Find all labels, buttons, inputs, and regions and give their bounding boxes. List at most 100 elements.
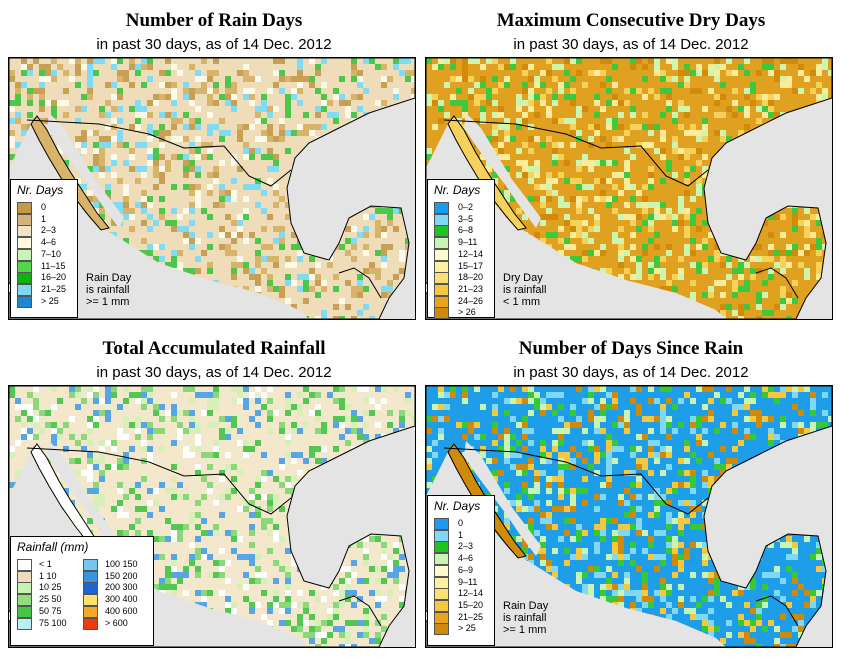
panel-subtitle: in past 30 days, as of 14 Dec. 2012 xyxy=(96,364,332,381)
coastline xyxy=(426,58,832,319)
map-note: Rain Day is rainfall >= 1 mm xyxy=(86,272,131,308)
legend-swatch xyxy=(434,237,449,250)
coastline xyxy=(426,386,832,647)
country-border xyxy=(26,119,292,187)
country-border xyxy=(443,447,709,515)
country-border xyxy=(338,595,382,627)
panel-title: Maximum Consecutive Dry Days xyxy=(496,10,766,31)
panel-title: Number of Rain Days xyxy=(125,10,303,31)
legend-swatch xyxy=(434,564,449,577)
panel-dry-days: Maximum Consecutive Dry Days in past 30 … xyxy=(425,10,837,326)
legend-label: 16–20 xyxy=(41,272,67,283)
legend-swatch xyxy=(83,617,98,630)
ocean-area xyxy=(426,124,726,319)
legend-swatch xyxy=(434,599,449,612)
legend-rain-days: Nr. Days 0 1 2–3 4–6 7–10 11–15 16–20 21–25 > 25 xyxy=(10,179,78,318)
legend-label: 12–14 xyxy=(458,248,484,259)
legend-label: 0–2 xyxy=(458,202,474,212)
note-line: Dry Day xyxy=(503,272,543,284)
legend-label: 50 75 xyxy=(39,605,62,616)
legend-title: Nr. Days xyxy=(434,183,481,197)
note-line: >= 1 mm xyxy=(86,296,130,308)
legend-dry-days: Nr. Days 0–2 3–5 6–8 9–11 12–14 15–17 18–20 21–… xyxy=(427,179,495,320)
legend-swatch xyxy=(17,272,32,285)
legend-label: 21–25 xyxy=(41,283,67,294)
note-line: >= 1 mm xyxy=(503,624,547,636)
legend-label: 1 xyxy=(458,529,464,540)
baja-peninsula xyxy=(30,115,110,231)
ocean-area xyxy=(464,441,541,556)
legend-swatch xyxy=(17,559,32,571)
legend-swatch xyxy=(434,588,449,601)
legend-label: > 26 xyxy=(458,307,476,318)
legend-label: 300 400 xyxy=(105,594,138,605)
legend-swatch xyxy=(17,570,32,583)
country-border xyxy=(443,119,709,187)
legend-swatch xyxy=(434,518,449,530)
legend-swatch xyxy=(17,237,32,250)
legend-swatch xyxy=(434,623,449,636)
legend-label: 10 25 xyxy=(39,582,62,593)
legend-label: 25 50 xyxy=(39,594,62,605)
legend-title: Nr. Days xyxy=(434,499,481,513)
legend-label: 200 300 xyxy=(105,582,138,593)
legend-label: 15–20 xyxy=(458,599,484,610)
legend-swatch xyxy=(434,295,449,308)
legend-label: 1 10 xyxy=(39,570,57,581)
legend-swatch xyxy=(17,582,32,595)
legend-label: 75 100 xyxy=(39,617,67,628)
legend-swatch xyxy=(17,213,32,226)
note-line: < 1 mm xyxy=(503,296,540,308)
legend-swatch xyxy=(434,248,449,261)
coastline xyxy=(9,58,415,319)
legend-swatch xyxy=(83,559,98,571)
legend-label: 6–8 xyxy=(458,225,474,236)
note-line: is rainfall xyxy=(503,612,547,624)
land-cells xyxy=(426,386,832,647)
map-note: Rain Day is rainfall >= 1 mm xyxy=(503,600,548,636)
legend-swatch xyxy=(17,605,32,618)
legend-swatch xyxy=(83,605,98,618)
legend-label: 21–25 xyxy=(458,611,484,622)
legend-swatch xyxy=(434,272,449,285)
panel-rain-days: Number of Rain Days in past 30 days, as … xyxy=(8,10,420,326)
note-line: Rain Day xyxy=(503,600,549,612)
legend-label: > 25 xyxy=(458,623,476,634)
legend-swatch xyxy=(17,260,32,273)
legend-swatch xyxy=(17,202,32,214)
legend-label: > 600 xyxy=(105,617,128,628)
legend-label: 4–6 xyxy=(41,237,57,248)
legend-label: 7–10 xyxy=(41,248,62,259)
legend-swatch xyxy=(83,594,98,607)
legend-label: 0 xyxy=(41,202,47,212)
legend-label: 100 150 xyxy=(105,559,138,569)
legend-swatch xyxy=(17,283,32,296)
legend-label: 2–3 xyxy=(41,225,57,236)
panel-subtitle: in past 30 days, as of 14 Dec. 2012 xyxy=(513,36,749,53)
legend-swatch xyxy=(434,307,449,320)
map-note: Dry Day is rainfall < 1 mm xyxy=(503,272,546,308)
legend-label: < 1 xyxy=(39,559,52,569)
legend-label: 9–11 xyxy=(458,576,478,587)
legend-label: 3–5 xyxy=(458,213,474,224)
legend-label: 1 xyxy=(41,213,47,224)
legend-swatch xyxy=(17,617,32,630)
note-line: Rain Day xyxy=(86,272,132,284)
country-border xyxy=(755,595,799,627)
legend-label: 2–3 xyxy=(458,541,474,552)
legend-swatch xyxy=(17,225,32,238)
country-border xyxy=(338,267,382,299)
panel-subtitle: in past 30 days, as of 14 Dec. 2012 xyxy=(96,36,332,53)
legend-swatch xyxy=(434,283,449,296)
legend-label: 9–11 xyxy=(458,237,478,248)
ocean-area xyxy=(426,452,726,647)
legend-swatch xyxy=(434,260,449,273)
note-line: is rainfall xyxy=(503,284,547,296)
legend-swatch xyxy=(434,213,449,226)
legend-label: 15–17 xyxy=(458,260,484,271)
note-line: is rainfall xyxy=(86,284,130,296)
legend-swatch xyxy=(17,594,32,607)
legend-label: 4–6 xyxy=(458,553,474,564)
legend-swatch xyxy=(434,541,449,554)
